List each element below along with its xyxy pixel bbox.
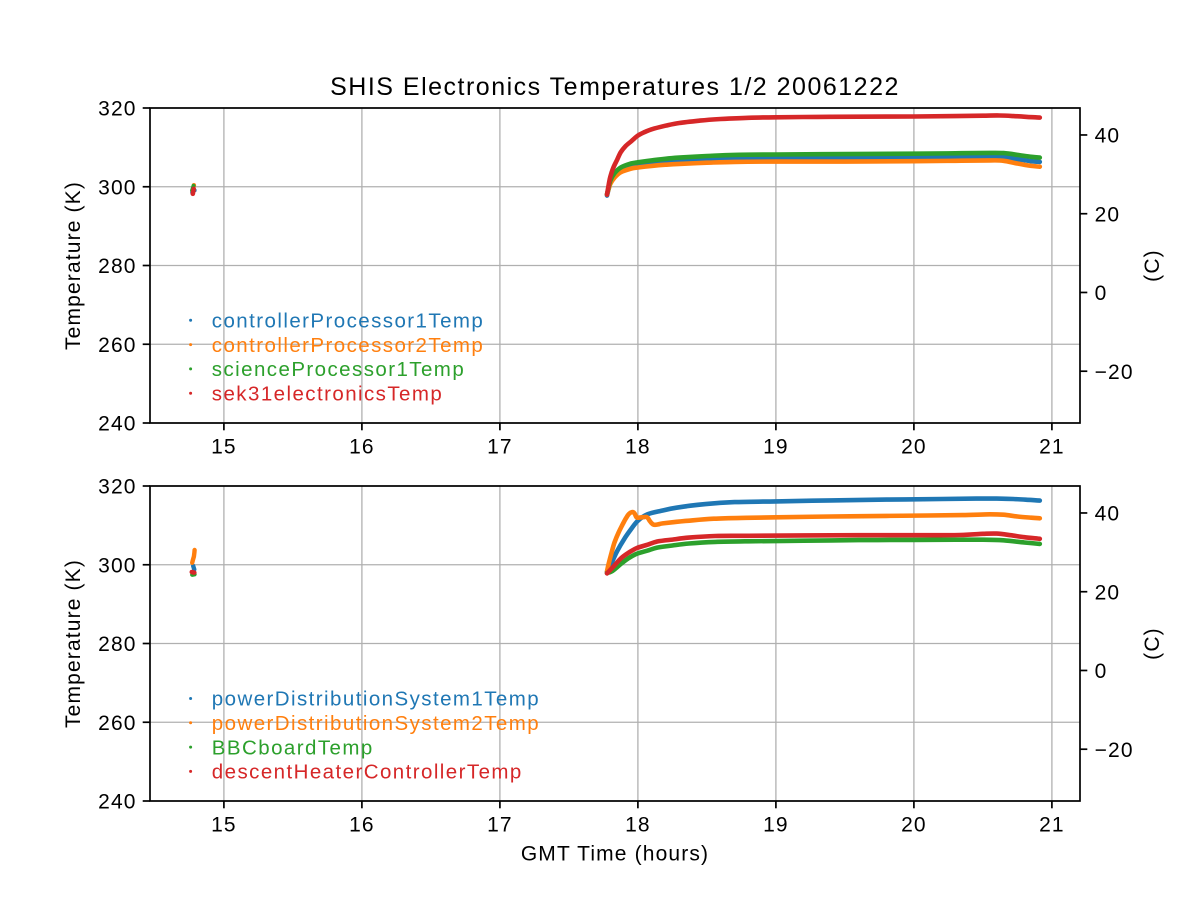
svg-text:Temperature (K): Temperature (K): [62, 559, 85, 728]
svg-text:descentHeaterControllerTemp: descentHeaterControllerTemp: [212, 761, 523, 784]
svg-text:controllerProcessor1Temp: controllerProcessor1Temp: [212, 310, 484, 333]
svg-text:17: 17: [487, 435, 513, 458]
svg-text:20: 20: [901, 435, 927, 458]
svg-text:Temperature (K): Temperature (K): [62, 181, 85, 350]
svg-text:280: 280: [98, 255, 137, 278]
svg-text:20: 20: [1095, 581, 1121, 604]
svg-text:GMT Time (hours): GMT Time (hours): [521, 842, 709, 865]
svg-text:19: 19: [763, 435, 789, 458]
svg-text:0: 0: [1095, 282, 1108, 305]
svg-text:17: 17: [487, 813, 513, 836]
svg-text:260: 260: [98, 712, 137, 735]
svg-text:21: 21: [1039, 813, 1065, 836]
svg-text:240: 240: [98, 791, 137, 814]
svg-text:controllerProcessor2Temp: controllerProcessor2Temp: [212, 334, 484, 357]
svg-text:(C): (C): [1141, 249, 1164, 282]
svg-text:40: 40: [1095, 125, 1121, 148]
svg-text:18: 18: [625, 813, 651, 836]
svg-text:19: 19: [763, 813, 789, 836]
svg-text:BBCboardTemp: BBCboardTemp: [212, 736, 374, 759]
svg-text:240: 240: [98, 413, 137, 436]
svg-text:scienceProcessor1Temp: scienceProcessor1Temp: [212, 358, 465, 381]
svg-text:20: 20: [901, 813, 927, 836]
svg-text:320: 320: [98, 476, 137, 499]
svg-text:0: 0: [1095, 660, 1108, 683]
svg-text:300: 300: [98, 554, 137, 577]
svg-text:320: 320: [98, 98, 137, 121]
svg-text:16: 16: [349, 813, 375, 836]
svg-text:SHIS Electronics Temperatures: SHIS Electronics Temperatures 1/2 200612…: [330, 73, 900, 101]
svg-text:280: 280: [98, 633, 137, 656]
svg-text:16: 16: [349, 435, 375, 458]
svg-text:40: 40: [1095, 503, 1121, 526]
svg-text:20: 20: [1095, 203, 1121, 226]
svg-text:21: 21: [1039, 435, 1065, 458]
svg-text:15: 15: [211, 435, 237, 458]
svg-text:15: 15: [211, 813, 237, 836]
svg-text:(C): (C): [1141, 627, 1164, 660]
svg-text:sek31electronicsTemp: sek31electronicsTemp: [212, 382, 443, 405]
svg-text:powerDistributionSystem2Temp: powerDistributionSystem2Temp: [212, 712, 540, 735]
svg-text:260: 260: [98, 334, 137, 357]
svg-text:−20: −20: [1095, 739, 1134, 762]
svg-text:18: 18: [625, 435, 651, 458]
svg-text:powerDistributionSystem1Temp: powerDistributionSystem1Temp: [212, 688, 540, 711]
svg-text:300: 300: [98, 176, 137, 199]
svg-text:−20: −20: [1095, 361, 1134, 384]
